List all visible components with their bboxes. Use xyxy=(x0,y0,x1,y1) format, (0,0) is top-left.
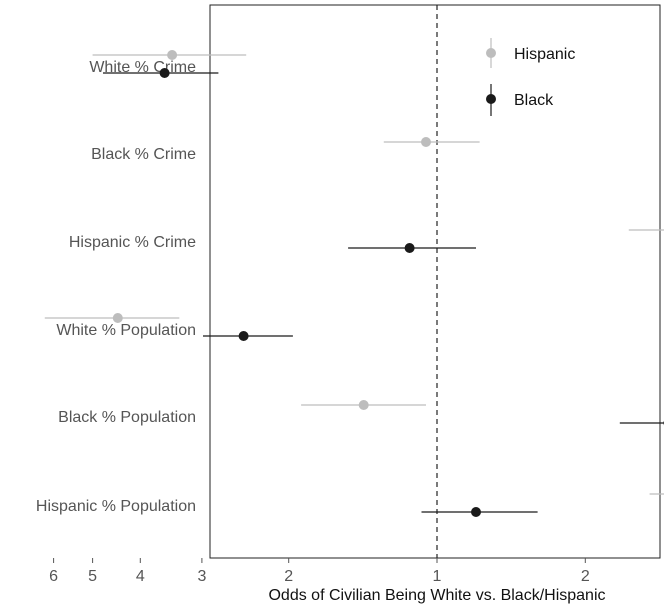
x-tick-label: 2 xyxy=(581,568,590,585)
point-marker xyxy=(159,68,170,78)
x-axis: 65432123456 xyxy=(49,558,590,585)
x-tick-label: 6 xyxy=(49,568,58,585)
x-tick-label: 4 xyxy=(136,568,145,585)
legend-black-label: Black xyxy=(514,92,554,109)
legend-hispanic-marker xyxy=(486,48,496,58)
x-tick-label: 3 xyxy=(197,568,206,585)
point-marker xyxy=(238,331,249,341)
row-label: Black % Crime xyxy=(91,146,196,163)
plot-frame xyxy=(209,4,661,559)
series-black xyxy=(103,68,664,517)
legend-black-marker xyxy=(486,94,496,104)
row-label: White % Population xyxy=(56,322,196,339)
series-hispanic xyxy=(44,50,664,495)
point-marker xyxy=(112,313,123,323)
legend: Hispanic Black xyxy=(486,38,575,116)
row-label: Hispanic % Crime xyxy=(69,234,196,251)
legend-hispanic-label: Hispanic xyxy=(514,46,575,63)
row-label: Black % Population xyxy=(58,409,196,426)
x-tick-label: 1 xyxy=(433,568,442,585)
legend-item-hispanic: Hispanic xyxy=(486,38,575,68)
x-axis-title: Odds of Civilian Being White vs. Black/H… xyxy=(268,587,605,604)
row-label: Hispanic % Population xyxy=(36,498,196,515)
point-marker xyxy=(358,400,369,410)
point-marker xyxy=(167,50,178,60)
x-tick-label: 2 xyxy=(284,568,293,585)
x-tick-label: 5 xyxy=(88,568,97,585)
point-marker xyxy=(471,507,481,517)
point-marker xyxy=(404,243,415,253)
series-layer xyxy=(44,50,664,517)
legend-item-black: Black xyxy=(486,84,554,116)
point-marker xyxy=(421,137,431,147)
